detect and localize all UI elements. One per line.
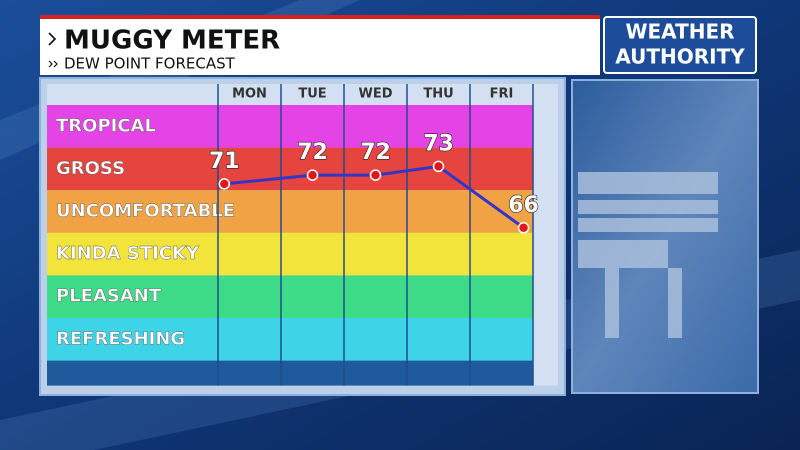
right-strip (533, 84, 558, 386)
band (47, 275, 533, 318)
chevron (48, 32, 57, 46)
band-label: KINDA STICKY (56, 243, 200, 264)
x-tick-label: TUE (298, 87, 326, 102)
band (47, 318, 533, 361)
logo-text: AUTHORITY (615, 45, 745, 69)
x-tick-label: THU (423, 87, 453, 102)
data-label: 71 (209, 149, 240, 174)
chevron (53, 60, 58, 68)
band (47, 232, 533, 276)
data-point (369, 169, 382, 181)
x-tick-label: WED (358, 87, 392, 102)
data-point (517, 222, 530, 234)
photo-panel (571, 79, 759, 394)
data-point (306, 169, 319, 181)
header-row (47, 84, 533, 105)
chevron (48, 60, 53, 68)
empty-row (47, 360, 533, 386)
logo-box (603, 16, 757, 74)
band-label: UNCOMFORTABLE (56, 201, 235, 222)
band (47, 147, 533, 191)
band (47, 105, 533, 148)
data-label: 72 (297, 140, 328, 165)
data-label: 73 (423, 131, 454, 156)
x-tick-label: MON (232, 87, 267, 102)
data-label: 72 (360, 140, 391, 165)
data-point (218, 178, 231, 190)
bench-illustration (578, 172, 718, 338)
band (47, 190, 533, 233)
data-label: 66 (508, 193, 539, 218)
band-label: PLEASANT (56, 286, 162, 307)
chart-title: MUGGY METER (64, 26, 280, 56)
chart-subtitle: DEW POINT FORECAST (64, 55, 236, 73)
logo-text: WEATHER (625, 20, 734, 44)
band-label: GROSS (56, 158, 125, 179)
band-label: TROPICAL (56, 115, 156, 136)
header-accent (40, 15, 600, 19)
header-bar (40, 19, 600, 75)
x-tick-label: FRI (490, 87, 514, 102)
data-point (432, 160, 445, 173)
band-label: REFRESHING (56, 328, 185, 349)
